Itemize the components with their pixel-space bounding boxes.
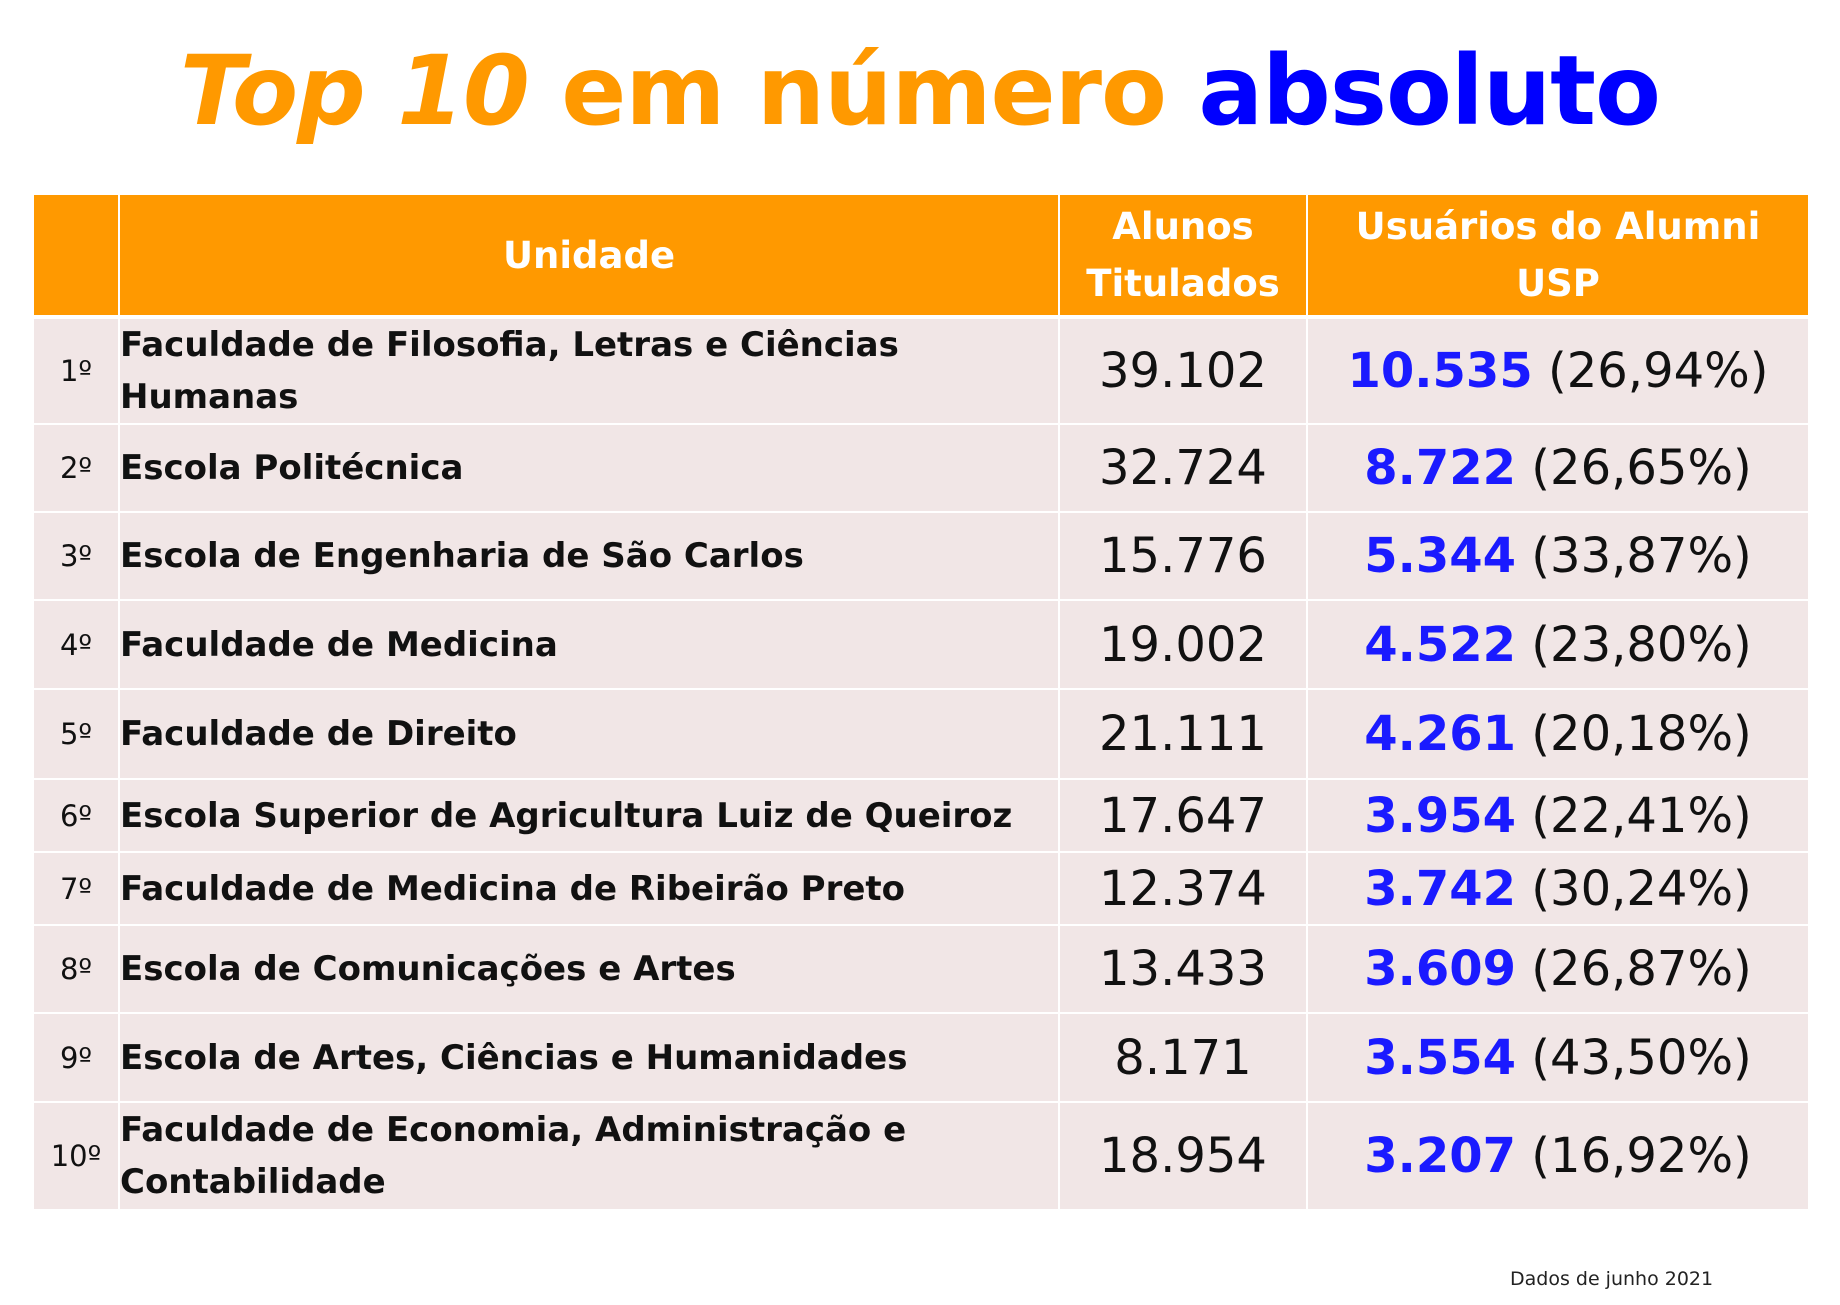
usuarios-cell: 4.522 (23,80%) xyxy=(1306,599,1810,690)
header-unidade: Unidade xyxy=(118,193,1060,319)
header-alunos-titulados: Alunos Titulados xyxy=(1058,193,1308,319)
table-row: 8º Escola de Comunicações e Artes 13.433… xyxy=(32,924,1810,1014)
usuarios-cell: 4.261 (20,18%) xyxy=(1306,688,1810,780)
rank-cell: 2º xyxy=(32,423,120,513)
usuarios-cell: 3.207 (16,92%) xyxy=(1306,1101,1810,1211)
usuarios-cell: 8.722 (26,65%) xyxy=(1306,423,1810,513)
usuarios-percent: (20,18%) xyxy=(1531,706,1752,762)
unidade-cell: Faculdade de Economia, Administração e C… xyxy=(118,1101,1060,1211)
usuarios-count: 3.954 xyxy=(1364,787,1517,844)
table-row: 4º Faculdade de Medicina 19.002 4.522 (2… xyxy=(32,599,1810,690)
alunos-cell: 15.776 xyxy=(1058,511,1308,601)
table-row: 9º Escola de Artes, Ciências e Humanidad… xyxy=(32,1012,1810,1103)
alunos-cell: 18.954 xyxy=(1058,1101,1308,1211)
unidade-cell: Faculdade de Medicina de Ribeirão Preto xyxy=(118,851,1060,926)
rank-cell: 7º xyxy=(32,851,120,926)
alunos-cell: 32.724 xyxy=(1058,423,1308,513)
rank-cell: 10º xyxy=(32,1101,120,1211)
usuarios-percent: (30,24%) xyxy=(1531,860,1752,917)
unidade-cell: Escola de Engenharia de São Carlos xyxy=(118,511,1060,601)
alunos-cell: 19.002 xyxy=(1058,599,1308,690)
usuarios-percent: (33,87%) xyxy=(1531,528,1752,584)
alunos-cell: 17.647 xyxy=(1058,778,1308,853)
usuarios-percent: (22,41%) xyxy=(1531,787,1752,844)
usuarios-percent: (26,87%) xyxy=(1531,941,1752,997)
usuarios-cell: 10.535 (26,94%) xyxy=(1306,316,1810,425)
rank-cell: 4º xyxy=(32,599,120,690)
usuarios-count: 10.535 xyxy=(1347,343,1533,399)
unidade-cell: Faculdade de Direito xyxy=(118,688,1060,780)
rank-cell: 5º xyxy=(32,688,120,780)
usuarios-count: 3.207 xyxy=(1364,1128,1517,1184)
usuarios-count: 5.344 xyxy=(1364,528,1517,584)
usuarios-count: 4.522 xyxy=(1364,616,1517,673)
unidade-cell: Faculdade de Filosofia, Letras e Ciência… xyxy=(118,316,1060,425)
alunos-cell: 12.374 xyxy=(1058,851,1308,926)
usuarios-percent: (16,92%) xyxy=(1531,1128,1752,1184)
header-rank xyxy=(32,193,120,319)
table-row: 5º Faculdade de Direito 21.111 4.261 (20… xyxy=(32,688,1810,780)
unidade-cell: Escola de Comunicações e Artes xyxy=(118,924,1060,1014)
usuarios-cell: 3.954 (22,41%) xyxy=(1306,778,1810,853)
usuarios-percent: (43,50%) xyxy=(1531,1029,1752,1086)
rank-cell: 9º xyxy=(32,1012,120,1103)
rank-cell: 8º xyxy=(32,924,120,1014)
title-part-absoluto: absoluto xyxy=(1198,35,1661,147)
usuarios-cell: 3.742 (30,24%) xyxy=(1306,851,1810,926)
table-row: 7º Faculdade de Medicina de Ribeirão Pre… xyxy=(32,851,1810,926)
page-title: Top 10 em número absoluto xyxy=(0,36,1840,146)
usuarios-count: 3.609 xyxy=(1364,941,1517,997)
rank-cell: 3º xyxy=(32,511,120,601)
alunos-cell: 8.171 xyxy=(1058,1012,1308,1103)
data-date-footnote: Dados de junho 2021 xyxy=(1510,1268,1714,1290)
usuarios-count: 3.742 xyxy=(1364,860,1517,917)
usuarios-cell: 5.344 (33,87%) xyxy=(1306,511,1810,601)
unidade-cell: Escola Superior de Agricultura Luiz de Q… xyxy=(118,778,1060,853)
usuarios-count: 4.261 xyxy=(1364,706,1517,762)
table-row: 3º Escola de Engenharia de São Carlos 15… xyxy=(32,511,1810,601)
title-part-top10: Top 10 xyxy=(179,35,530,147)
rank-cell: 6º xyxy=(32,778,120,853)
alunos-cell: 21.111 xyxy=(1058,688,1308,780)
ranking-table: Unidade Alunos Titulados Usuários do Alu… xyxy=(32,193,1810,1211)
rank-cell: 1º xyxy=(32,316,120,425)
table-row: 10º Faculdade de Economia, Administração… xyxy=(32,1101,1810,1211)
usuarios-cell: 3.609 (26,87%) xyxy=(1306,924,1810,1014)
unidade-cell: Faculdade de Medicina xyxy=(118,599,1060,690)
alunos-cell: 13.433 xyxy=(1058,924,1308,1014)
table-row: 2º Escola Politécnica 32.724 8.722 (26,6… xyxy=(32,423,1810,513)
usuarios-cell: 3.554 (43,50%) xyxy=(1306,1012,1810,1103)
usuarios-percent: (26,65%) xyxy=(1531,440,1752,496)
usuarios-count: 8.722 xyxy=(1364,440,1517,496)
alunos-cell: 39.102 xyxy=(1058,316,1308,425)
usuarios-percent: (26,94%) xyxy=(1548,343,1769,399)
usuarios-count: 3.554 xyxy=(1364,1029,1517,1086)
usuarios-percent: (23,80%) xyxy=(1531,616,1752,673)
table-header-row: Unidade Alunos Titulados Usuários do Alu… xyxy=(32,193,1810,319)
header-usuarios-alumni: Usuários do Alumni USP xyxy=(1306,193,1810,319)
unidade-cell: Escola de Artes, Ciências e Humanidades xyxy=(118,1012,1060,1103)
table-row: 6º Escola Superior de Agricultura Luiz d… xyxy=(32,778,1810,853)
unidade-cell: Escola Politécnica xyxy=(118,423,1060,513)
title-part-em-numero: em número xyxy=(561,35,1167,147)
table-row: 1º Faculdade de Filosofia, Letras e Ciên… xyxy=(32,316,1810,425)
